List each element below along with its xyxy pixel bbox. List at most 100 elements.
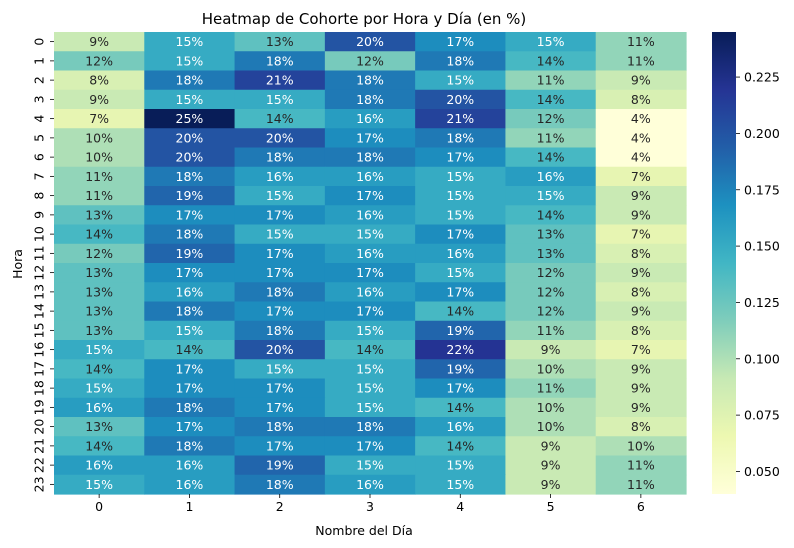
x-tick-label: 6 [637,499,645,514]
heatmap-cell [54,455,145,476]
cell-value-label: 7% [89,111,109,126]
cell-value-label: 18% [266,323,294,338]
heatmap-cell [234,378,326,399]
heatmap-cell [54,301,145,322]
y-tick-label: 21 [32,438,47,454]
cell-value-label: 11% [627,477,655,492]
cell-value-label: 16% [356,169,384,184]
cell-value-label: 16% [356,207,384,222]
cell-value-label: 16% [176,477,204,492]
cell-value-label: 7% [631,342,651,357]
cell-value-label: 15% [85,381,113,396]
cell-value-label: 18% [176,400,204,415]
heatmap-cell [54,243,145,264]
heatmap-cell [415,282,507,303]
cell-value-label: 15% [85,342,113,357]
cell-value-label: 4% [631,130,651,145]
cell-value-label: 14% [85,227,113,242]
cell-value-label: 9% [631,361,651,376]
heatmap-cell [234,224,326,245]
cell-value-label: 11% [627,458,655,473]
colorbar-tick-label: 0.200 [744,126,780,141]
cell-value-label: 19% [266,458,294,473]
heatmap-cell [505,397,597,418]
cell-value-label: 7% [631,169,651,184]
heatmap-cell [54,51,145,72]
cell-value-label: 18% [356,73,384,88]
heatmap-cell [144,205,236,226]
heatmap-cell [595,301,687,322]
cell-value-label: 14% [85,438,113,453]
cell-value-label: 4% [631,150,651,165]
heatmap-cell [415,70,507,91]
cell-value-label: 17% [266,265,294,280]
cell-value-label: 8% [631,92,651,107]
heatmap-cell [595,89,687,110]
heatmap-cell [415,128,507,149]
heatmap-cell [54,128,145,149]
heatmap-cell [54,436,145,457]
heatmap-cell [415,340,507,360]
heatmap-cell [595,243,687,264]
cell-value-label: 13% [85,284,113,299]
heatmap-cell [415,474,507,495]
heatmap-cell [54,320,145,341]
heatmap-cell [234,205,326,226]
heatmap-cell [54,32,145,52]
cell-value-label: 16% [356,284,384,299]
heatmap-cell [595,282,687,303]
cell-value-label: 9% [631,381,651,396]
heatmap-cell [144,51,236,72]
cell-value-label: 11% [537,130,565,145]
heatmap-cell [415,359,507,380]
cell-value-label: 16% [85,400,113,415]
cell-value-label: 14% [176,342,204,357]
heatmap-cell [144,186,236,206]
cell-value-label: 13% [85,207,113,222]
heatmap-cell [415,224,507,245]
cell-value-label: 8% [631,323,651,338]
heatmap-cell [144,340,236,360]
heatmap-cell [144,436,236,457]
cell-value-label: 15% [176,53,204,68]
heatmap-cell [144,417,236,437]
cell-value-label: 11% [85,188,113,203]
y-tick-label: 4 [32,115,47,123]
cell-value-label: 18% [356,92,384,107]
cell-value-label: 15% [446,188,474,203]
heatmap-cell [595,436,687,457]
heatmap-cell [234,436,326,457]
heatmap-cell [144,301,236,322]
heatmap-cell [324,243,416,264]
heatmap-cell [324,70,416,91]
cell-value-label: 17% [446,381,474,396]
heatmap-cell [144,224,236,245]
heatmap-cell [234,397,326,418]
heatmap-cell [234,417,326,437]
heatmap-cell [415,243,507,264]
cell-value-label: 14% [446,400,474,415]
cell-value-label: 15% [446,477,474,492]
cell-value-label: 17% [446,284,474,299]
heatmap-cell [505,205,597,226]
y-tick-label: 8 [32,192,47,200]
cell-value-label: 15% [176,92,204,107]
x-axis-ticks: 0 1 2 3 4 5 6 [95,494,645,514]
heatmap-cell [595,51,687,72]
heatmap-cell [234,128,326,149]
cell-value-label: 18% [356,150,384,165]
cell-value-label: 14% [446,304,474,319]
y-tick-label: 10 [32,226,47,242]
heatmap-cell [505,301,597,322]
heatmap-cell [595,359,687,380]
cell-value-label: 12% [537,111,565,126]
heatmap-cell [595,32,687,52]
cell-value-label: 9% [631,73,651,88]
heatmap-cell [324,282,416,303]
cell-value-label: 14% [85,361,113,376]
cell-value-label: 16% [356,477,384,492]
cell-value-label: 16% [176,284,204,299]
y-tick-label: 15 [32,322,47,338]
heatmap-cell [54,89,145,110]
cell-value-label: 13% [85,323,113,338]
